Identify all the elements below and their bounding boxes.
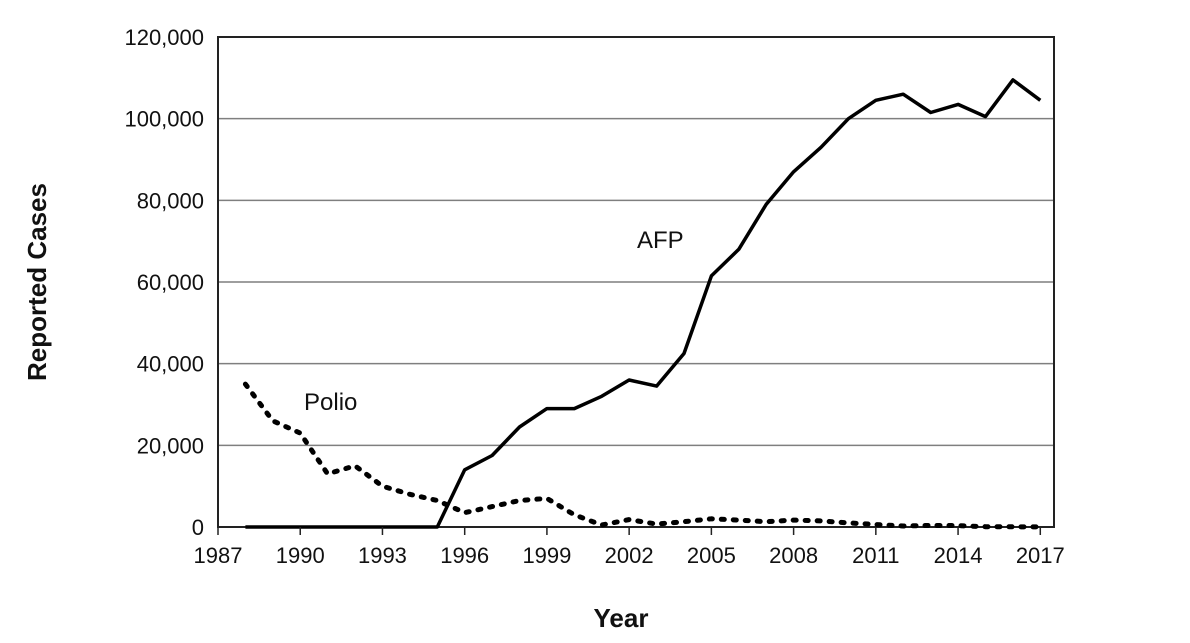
data-point-polio bbox=[957, 524, 959, 526]
data-point-polio bbox=[491, 505, 493, 507]
data-point-afp bbox=[683, 352, 685, 354]
data-point-polio bbox=[792, 519, 794, 521]
data-point-afp bbox=[957, 103, 959, 105]
data-point-afp bbox=[765, 203, 767, 205]
data-point-polio bbox=[738, 519, 740, 521]
data-point-afp bbox=[710, 275, 712, 277]
data-point-polio bbox=[984, 525, 986, 527]
data-point-afp bbox=[875, 99, 877, 101]
data-point-afp bbox=[1012, 79, 1014, 81]
data-point-afp bbox=[820, 146, 822, 148]
data-point-afp bbox=[573, 407, 575, 409]
data-point-polio bbox=[902, 525, 904, 527]
data-point-polio bbox=[381, 485, 383, 487]
data-point-polio bbox=[628, 518, 630, 520]
data-point-polio bbox=[875, 523, 877, 525]
data-point-polio bbox=[244, 383, 246, 385]
series-label-afp: AFP bbox=[637, 227, 684, 254]
data-point-polio bbox=[436, 499, 438, 501]
x-tick-label: 1987 bbox=[194, 543, 243, 568]
data-point-polio bbox=[929, 524, 931, 526]
data-point-afp bbox=[244, 526, 246, 528]
x-axis-ticks: 1987 1990 1993 1996 1999 2002 2005 2008 2011 2014… bbox=[194, 527, 1065, 568]
data-point-afp bbox=[984, 115, 986, 117]
series-layer bbox=[242, 78, 1043, 530]
data-point-afp bbox=[792, 171, 794, 173]
data-point-afp bbox=[847, 117, 849, 119]
data-point-afp bbox=[354, 526, 356, 528]
y-tick-label: 0 bbox=[192, 515, 204, 540]
data-point-afp bbox=[738, 248, 740, 250]
data-point-afp bbox=[518, 426, 520, 428]
x-tick-label: 2005 bbox=[687, 543, 736, 568]
data-point-afp bbox=[1039, 99, 1041, 101]
data-point-afp bbox=[902, 93, 904, 95]
plot-area bbox=[217, 36, 1055, 528]
data-point-afp bbox=[929, 111, 931, 113]
data-point-polio bbox=[272, 420, 274, 422]
y-tick-label: 40,000 bbox=[137, 352, 204, 377]
x-tick-label: 2014 bbox=[934, 543, 983, 568]
data-point-polio bbox=[326, 473, 328, 475]
data-point-polio bbox=[409, 493, 411, 495]
data-point-afp bbox=[655, 385, 657, 387]
data-point-polio bbox=[518, 499, 520, 501]
y-axis-ticks: 0 20,000 40,000 60,000 80,000 100,000 120,000 bbox=[124, 25, 204, 540]
data-point-afp bbox=[436, 526, 438, 528]
data-point-afp bbox=[546, 407, 548, 409]
x-tick-label: 1999 bbox=[522, 543, 571, 568]
series-line-polio bbox=[242, 381, 1043, 530]
x-tick-label: 2011 bbox=[852, 543, 899, 568]
y-tick-label: 20,000 bbox=[137, 433, 204, 458]
x-tick-label: 1990 bbox=[276, 543, 325, 568]
data-point-afp bbox=[463, 469, 465, 471]
plot-border bbox=[217, 36, 1055, 528]
x-axis-title: Year bbox=[594, 603, 649, 633]
y-tick-label: 60,000 bbox=[137, 270, 204, 295]
y-axis-title: Reported Cases bbox=[22, 183, 52, 381]
data-point-polio bbox=[299, 432, 301, 434]
data-point-afp bbox=[491, 454, 493, 456]
data-point-polio bbox=[710, 518, 712, 520]
data-point-polio bbox=[1012, 526, 1014, 528]
data-point-polio bbox=[354, 465, 356, 467]
data-point-polio bbox=[683, 520, 685, 522]
data-point-polio bbox=[655, 523, 657, 525]
data-point-polio bbox=[847, 522, 849, 524]
data-point-polio bbox=[601, 524, 603, 526]
data-point-afp bbox=[601, 395, 603, 397]
series-line-afp bbox=[245, 78, 1042, 529]
data-point-polio bbox=[820, 520, 822, 522]
data-point-afp bbox=[272, 526, 274, 528]
y-tick-label: 100,000 bbox=[124, 107, 204, 132]
y-tick-label: 80,000 bbox=[137, 188, 204, 213]
x-tick-label: 1996 bbox=[440, 543, 489, 568]
data-point-afp bbox=[628, 379, 630, 381]
series-label-polio: Polio bbox=[304, 389, 357, 416]
data-point-afp bbox=[326, 526, 328, 528]
x-tick-label: 2017 bbox=[1016, 543, 1065, 568]
data-point-polio bbox=[546, 497, 548, 499]
data-point-afp bbox=[409, 526, 411, 528]
y-tick-label: 120,000 bbox=[124, 25, 204, 50]
x-tick-label: 2008 bbox=[769, 543, 818, 568]
data-point-polio bbox=[573, 514, 575, 516]
x-tick-label: 1993 bbox=[358, 543, 407, 568]
data-point-polio bbox=[463, 512, 465, 514]
data-point-polio bbox=[765, 520, 767, 522]
x-tick-label: 2002 bbox=[605, 543, 654, 568]
